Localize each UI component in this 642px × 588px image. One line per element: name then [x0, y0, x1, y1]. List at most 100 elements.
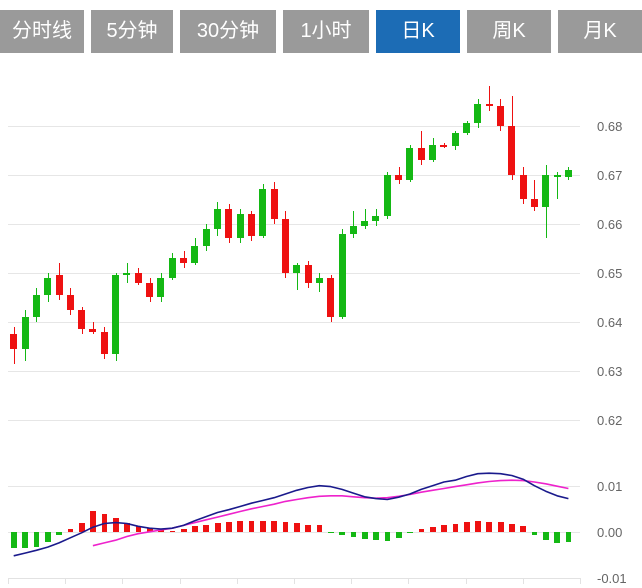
x-axis-tick [65, 578, 66, 584]
price-axis-label: 0.62 [597, 413, 623, 428]
macd-histogram-bar [112, 518, 119, 532]
tab-1hour[interactable]: 1小时 [283, 10, 369, 53]
macd-lines-overlay [13, 472, 569, 557]
macd-histogram-bar [146, 528, 153, 532]
candle-body [55, 275, 63, 295]
price-axis-label: 0.65 [597, 265, 623, 281]
price-axis-label: 0.68 [597, 118, 623, 134]
macd-histogram-bar [90, 511, 96, 532]
macd-histogram-bar [509, 523, 515, 532]
x-axis-tick [122, 578, 123, 584]
period-tab-bar: 分时线 5分钟 30分钟 1小时 日K 周K 月K [0, 10, 642, 53]
candle-body [21, 317, 29, 349]
candle-body [327, 277, 335, 317]
candle-body [157, 277, 165, 298]
candle-body [349, 226, 357, 234]
macd-histogram-bar [339, 531, 346, 536]
tab-label: 1小时 [300, 20, 352, 42]
macd-dif-line [13, 472, 569, 557]
macd-histogram-bar [11, 531, 17, 548]
candle-body [78, 309, 86, 330]
macd-histogram-bar [33, 531, 40, 547]
candle-wick [365, 209, 366, 229]
macd-histogram-bar [328, 531, 334, 534]
macd-histogram-bar [169, 530, 176, 533]
macd-histogram-bar [180, 528, 187, 532]
macd-histogram-bar [452, 524, 459, 532]
candle-wick [557, 172, 558, 200]
macd-histogram-bar [373, 531, 379, 541]
candle-body [202, 228, 210, 246]
macd-histogram-bar [429, 527, 436, 532]
macd-histogram-bar [203, 524, 210, 532]
tab-weekly-k[interactable]: 周K [467, 10, 551, 53]
x-axis-tick [237, 578, 238, 584]
candle-body [112, 275, 120, 354]
tab-label: 30分钟 [196, 20, 260, 42]
tab-daily-k[interactable]: 日K [376, 10, 460, 53]
macd-histogram-bar [78, 522, 85, 532]
x-axis-tick [180, 578, 181, 584]
tab-timeline[interactable]: 分时线 [0, 10, 84, 53]
tab-monthly-k[interactable]: 月K [558, 10, 642, 53]
tab-30min[interactable]: 30分钟 [180, 10, 276, 53]
candle-wick [319, 272, 320, 293]
candle-body [281, 218, 289, 273]
candle-body [134, 272, 142, 283]
candle-wick [489, 86, 490, 111]
x-axis-tick [294, 578, 295, 584]
macd-histogram-bar [158, 530, 164, 532]
macd-histogram-bar [226, 521, 232, 532]
candle-wick [93, 321, 94, 335]
price-candlestick-panel[interactable] [8, 79, 580, 421]
candle-body [485, 103, 493, 106]
macd-dea-line [92, 479, 569, 547]
macd-histogram-bar [441, 524, 447, 532]
macd-indicator-panel[interactable] [8, 440, 580, 578]
candle-body [225, 209, 233, 239]
macd-histogram-bar [384, 531, 391, 541]
macd-histogram-bar [67, 529, 74, 532]
macd-histogram-bar [45, 531, 51, 542]
macd-histogram-bar [192, 526, 198, 532]
candle-body [553, 174, 561, 178]
macd-histogram-bar [463, 521, 470, 532]
x-axis-tick [466, 578, 467, 584]
macd-histogram-bar [56, 531, 63, 536]
candle-body [542, 174, 550, 207]
price-gridline [8, 371, 580, 372]
macd-histogram-bar [475, 520, 481, 532]
price-axis-label: 0.67 [597, 167, 623, 183]
candle-body [361, 221, 369, 227]
candle-body [304, 265, 312, 283]
candle-body [395, 174, 403, 180]
macd-axis-label: 0.01 [597, 478, 623, 494]
candle-wick [353, 211, 354, 239]
macd-histogram-bar [22, 531, 29, 548]
macd-histogram-bar [248, 520, 255, 532]
candle-body [338, 233, 346, 317]
macd-histogram-bar [271, 521, 278, 532]
macd-histogram-bar [124, 522, 130, 532]
macd-axis-label: -0.01 [597, 571, 627, 586]
price-gridline [8, 420, 580, 421]
macd-gridline [8, 486, 580, 487]
price-gridline [8, 322, 580, 323]
macd-histogram-bar [135, 526, 142, 532]
candle-body [383, 174, 391, 217]
price-axis-label: 0.64 [597, 314, 623, 330]
macd-histogram-bar [407, 531, 413, 534]
macd-histogram-bar [282, 521, 289, 532]
candle-wick [534, 179, 535, 212]
candle-body [247, 213, 255, 236]
candle-body [66, 294, 74, 310]
candle-body [451, 133, 459, 147]
macd-histogram-bar [418, 529, 425, 532]
price-axis-label: 0.66 [597, 216, 623, 232]
candle-body [100, 331, 108, 354]
tab-5min[interactable]: 5分钟 [91, 10, 173, 53]
candle-body [463, 123, 470, 133]
candle-body [168, 258, 176, 278]
candle-body [508, 125, 516, 175]
